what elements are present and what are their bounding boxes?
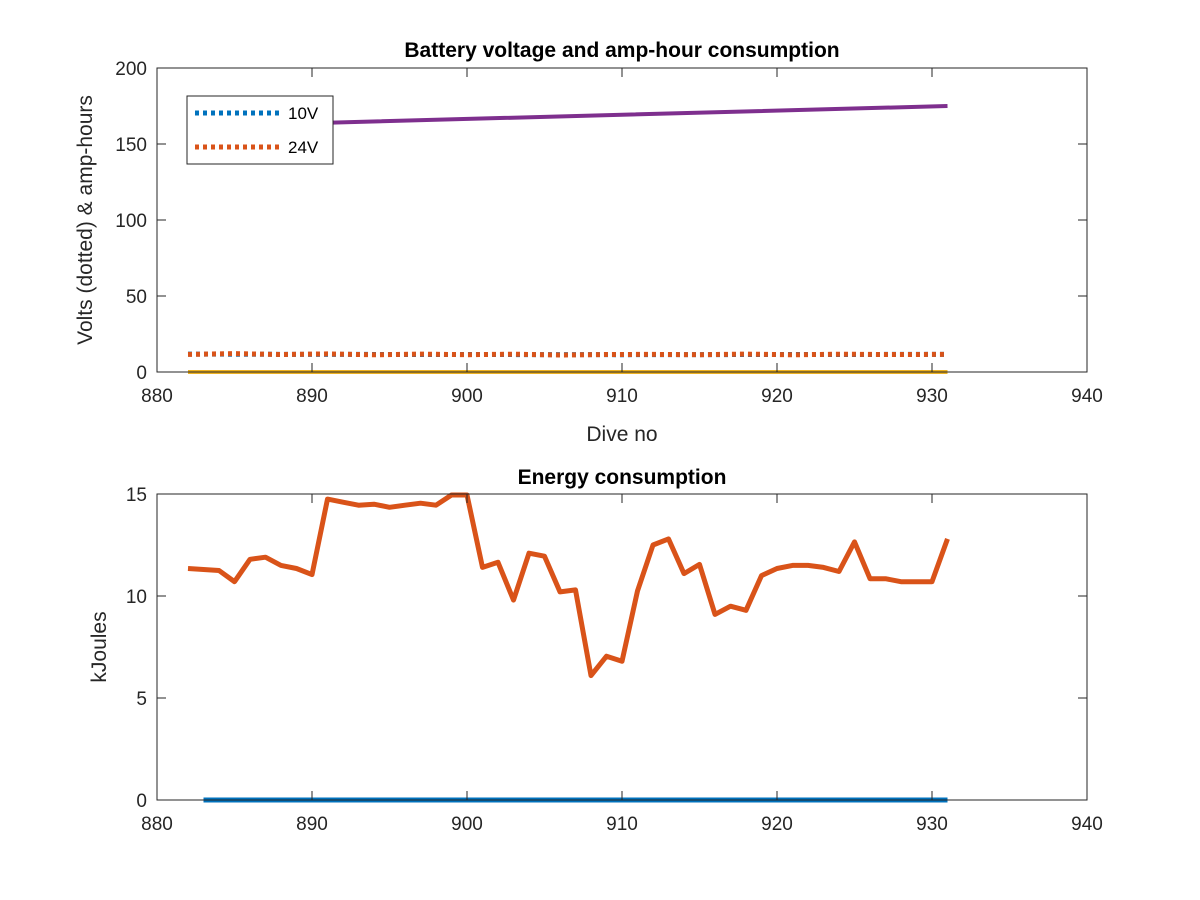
x-tick-label: 890 (296, 814, 328, 835)
y-tick-label: 0 (136, 363, 147, 384)
chart-energy: 880 890 900 910 920 930 940 0 5 10 15 Energy consu… (88, 466, 1103, 835)
x-tick-label: 880 (141, 814, 173, 835)
y-tick-label: 100 (115, 211, 147, 232)
y-tick-label: 50 (126, 287, 147, 308)
y-tick-label: 10 (126, 587, 147, 608)
y-tick-label: 150 (115, 135, 147, 156)
x-tick-label: 890 (296, 386, 328, 407)
x-tick-label: 910 (606, 814, 638, 835)
chart-1-series-1-line (187, 492, 950, 679)
x-tick-label: 930 (916, 386, 948, 407)
x-tick-label: 940 (1071, 386, 1103, 407)
y-tick-label: 0 (136, 791, 147, 812)
x-tick-label: 940 (1071, 814, 1103, 835)
chart-energy-marks (187, 492, 950, 803)
x-tick-label: 910 (606, 386, 638, 407)
x-tick-label: 930 (916, 814, 948, 835)
chart-battery-ticks: 880 890 900 910 920 930 940 0 50 100 150 200 (115, 59, 1103, 407)
chart-battery: 880 890 900 910 920 930 940 0 50 100 150 200 Batter… (74, 39, 1103, 446)
chart-energy-y-label: kJoules (88, 611, 111, 682)
chart-battery-legend: 10V 24V (186, 95, 334, 165)
legend-box (186, 95, 334, 165)
x-tick-label: 920 (761, 386, 793, 407)
x-tick-label: 880 (141, 386, 173, 407)
chart-energy-ticks: 880 890 900 910 920 930 940 0 5 10 15 (126, 485, 1103, 835)
y-tick-label: 5 (136, 689, 147, 710)
x-tick-label: 900 (451, 814, 483, 835)
chart-battery-title: Battery voltage and amp-hour consumption (404, 39, 839, 62)
legend-label-10v: 10V (288, 104, 319, 123)
chart-0-series-1-line (187, 351, 948, 358)
chart-battery-y-label: Volts (dotted) & amp-hours (74, 95, 97, 345)
chart-energy-title: Energy consumption (518, 466, 727, 489)
chart-battery-x-label: Dive no (586, 423, 657, 446)
legend-label-24v: 24V (288, 138, 319, 157)
x-tick-label: 920 (761, 814, 793, 835)
y-tick-label: 15 (126, 485, 147, 506)
y-tick-label: 200 (115, 59, 147, 80)
x-tick-label: 900 (451, 386, 483, 407)
